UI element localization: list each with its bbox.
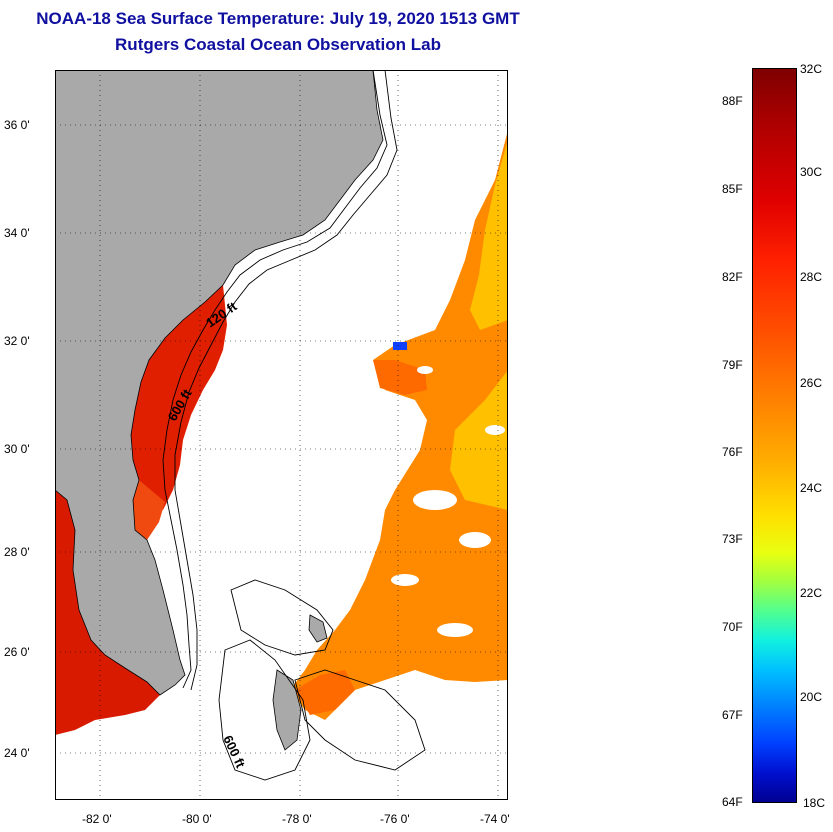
lat-label-26: 26 0' [4, 645, 30, 659]
map-border [55, 70, 508, 800]
colorbar-label-30c: 30C [800, 165, 823, 179]
sst-map: 120 ft 600 ft 600 ft [55, 70, 508, 800]
lat-label-36: 36 0' [4, 118, 30, 132]
bathymetry-contours [162, 70, 426, 781]
sst-offshore-yellow [450, 140, 508, 510]
colorbar-label-82f: 82F [722, 270, 743, 284]
colorbar-label-70f: 70F [722, 620, 743, 634]
sst-offshore-field [290, 130, 508, 720]
map-title: NOAA-18 Sea Surface Temperature: July 19… [36, 9, 520, 28]
colorbar-label-22c: 22C [800, 586, 823, 600]
map-subtitle: Rutgers Coastal Ocean Observation Lab [115, 35, 441, 54]
colorbar-label-24c: 24C [800, 481, 823, 495]
lon-label-74: -74 0' [480, 812, 510, 826]
bahamas-island-2 [308, 614, 328, 643]
colorbar-label-20c: 20C [800, 690, 823, 704]
cloud-gaps [391, 366, 505, 637]
land-mass [55, 70, 384, 696]
colorbar-label-32c: 32C [800, 62, 823, 76]
lon-label-76: -76 0' [380, 812, 410, 826]
colorbar-label-26c: 26C [800, 376, 823, 390]
colorbar-label-85f: 85F [722, 182, 743, 196]
sst-coastal-warm [131, 285, 227, 510]
colorbar-label-64f: 64F [722, 795, 743, 809]
colorbar-label-28c: 28C [800, 270, 823, 284]
lat-label-34: 34 0' [4, 226, 30, 240]
colorbar-label-88f: 88F [722, 94, 743, 108]
lat-label-30: 30 0' [4, 442, 30, 456]
lat-label-28: 28 0' [4, 545, 30, 559]
colorbar-label-18c: 18C [803, 796, 826, 810]
lon-label-78: -78 0' [282, 812, 312, 826]
graticule [55, 70, 508, 800]
temperature-colorbar [752, 68, 797, 803]
colorbar-label-67f: 67F [722, 708, 743, 722]
lon-label-80: -80 0' [182, 812, 212, 826]
lon-label-82: -82 0' [82, 812, 112, 826]
sst-coastal-warm-2 [133, 480, 165, 540]
colorbar-label-73f: 73F [722, 532, 743, 546]
cold-patch [393, 342, 407, 350]
colorbar-label-76f: 76F [722, 445, 743, 459]
bahamas-island [272, 669, 302, 751]
lat-label-24: 24 0' [4, 746, 30, 760]
lat-label-32: 32 0' [4, 334, 30, 348]
colorbar-label-79f: 79F [722, 358, 743, 372]
